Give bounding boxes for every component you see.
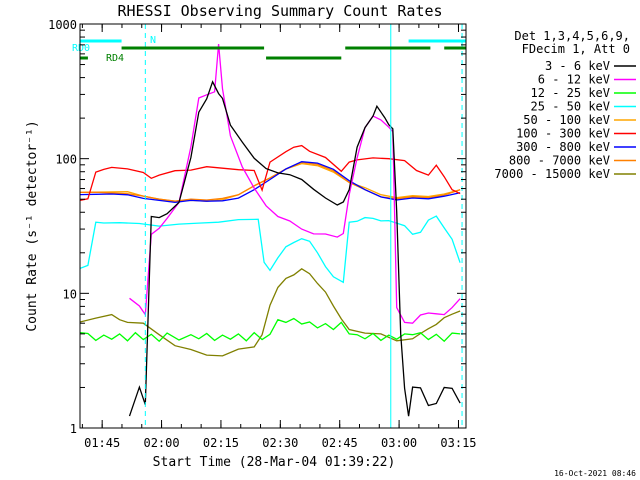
flag-label: N	[150, 35, 156, 46]
legend-label: 300 - 800 keV	[516, 140, 610, 154]
y-axis-label: Count Rate (s⁻¹ detector⁻¹)	[25, 120, 40, 331]
series-line-5	[80, 144, 461, 202]
y-tick-label: 1	[70, 422, 77, 436]
x-tick-label: 03:00	[381, 436, 417, 450]
legend-label: 100 - 300 keV	[516, 127, 610, 141]
y-tick-label: 100	[55, 153, 77, 167]
legend-label: 25 - 50 keV	[531, 100, 610, 114]
plot-area	[80, 44, 461, 417]
legend-label: 800 - 7000 keV	[509, 154, 610, 168]
flag-label: RD4	[106, 53, 124, 64]
x-tick-label: 01:45	[84, 436, 120, 450]
legend-label: 3 - 6 keV	[545, 59, 610, 73]
legend-label: 50 - 100 keV	[523, 113, 610, 127]
vertical-markers	[144, 24, 463, 428]
footer-timestamp: 16-Oct-2021 08:46	[554, 469, 636, 478]
axes: 01:45 02:00 02:15 02:30 02:45 03:00 03:15 1 10 10…	[48, 18, 476, 450]
legend-label: 7000 - 15000 keV	[494, 167, 610, 181]
x-tick-label: 02:45	[322, 436, 358, 450]
series-line-8	[80, 268, 461, 357]
flag-bars: RD0 RD4 N	[72, 35, 466, 64]
series-line-3	[80, 215, 461, 284]
legend-header: Det 1,3,4,5,6,9,	[514, 29, 630, 43]
chart-title: RHESSI Observing Summary Count Rates	[117, 2, 442, 20]
series-line-1	[129, 44, 461, 324]
y-tick-label: 1000	[48, 18, 77, 32]
legend: Det 1,3,4,5,6,9,FDecim 1, Att 0 3 - 6 keV…	[494, 29, 636, 181]
x-tick-label: 02:15	[203, 436, 239, 450]
x-tick-label: 02:30	[262, 436, 298, 450]
y-tick-label: 10	[63, 287, 77, 301]
flag-label: RD0	[72, 43, 90, 54]
series-line-2	[80, 317, 461, 343]
legend-label: 6 - 12 keV	[538, 73, 610, 87]
x-axis-label: Start Time (28-Mar-04 01:39:22)	[153, 455, 396, 470]
legend-header: FDecim 1, Att 0	[522, 42, 630, 56]
plot-frame	[79, 23, 467, 429]
x-tick-label: 02:00	[143, 436, 179, 450]
x-tick-label: 03:15	[440, 436, 476, 450]
legend-label: 12 - 25 keV	[531, 86, 610, 100]
series-line-0	[128, 80, 461, 417]
